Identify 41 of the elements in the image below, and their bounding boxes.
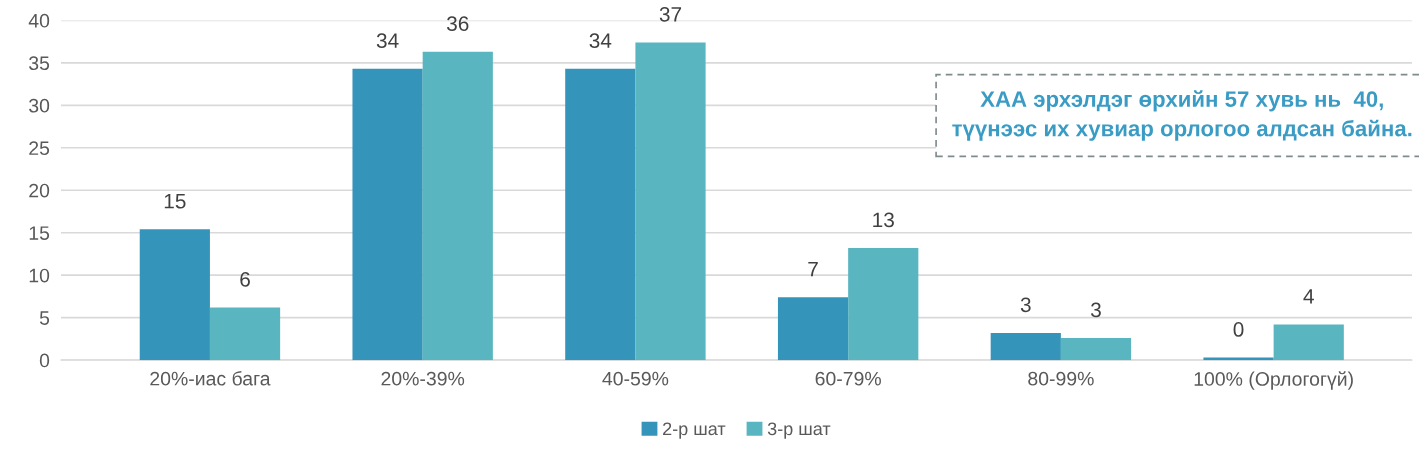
x-tick-label: 80-99%	[1028, 371, 1094, 386]
bar	[1273, 324, 1344, 361]
bar	[777, 297, 849, 361]
x-tick-label: 20%-иас бага	[150, 371, 271, 386]
bar	[565, 68, 636, 361]
data-label: 4	[1303, 289, 1314, 304]
y-tick-label: 25	[29, 141, 50, 156]
data-label: 34	[376, 33, 399, 49]
bar	[139, 229, 210, 361]
y-tick-label: 40	[28, 13, 50, 28]
x-tick-label: 60-79%	[815, 371, 881, 386]
y-tick-label: 20	[29, 183, 50, 198]
data-label: 0	[1233, 322, 1244, 337]
y-tick-label: 30	[29, 98, 50, 113]
data-label: 13	[873, 212, 894, 228]
y-tick-label: 15	[29, 226, 50, 240]
y-tick-label: 10	[29, 268, 50, 283]
bar	[1060, 338, 1132, 361]
data-label: 34	[589, 33, 612, 49]
data-label: 36	[446, 16, 469, 32]
bar	[848, 248, 919, 361]
y-tick-label: 35	[29, 56, 50, 71]
x-tick-label: 100% (Орлогогүй)	[1194, 371, 1353, 390]
data-label: 6	[240, 271, 250, 287]
annotation: ХАА эрхэлдэг өрхийн 57 хувь нь 40, түүнээс их хувиар орлогоо алдсан байна.	[952, 90, 1412, 141]
data-label: 15	[164, 194, 186, 209]
bar	[635, 42, 706, 361]
data-label: 37	[659, 6, 682, 22]
y-tick-label: 0	[39, 353, 50, 368]
bar	[422, 51, 493, 361]
data-label: 3	[1090, 302, 1101, 318]
bar	[352, 68, 423, 361]
x-tick-label: 40-59%	[602, 371, 669, 386]
data-label: 3	[1020, 297, 1031, 313]
bar	[990, 332, 1061, 361]
x-tick-label: 20%-39%	[381, 371, 465, 386]
bar	[209, 307, 281, 361]
y-tick-label: 5	[39, 311, 50, 325]
legend-label: 2-р шат	[663, 422, 726, 439]
legend-label: 3-р шат	[767, 422, 831, 439]
data-label: 7	[808, 261, 818, 277]
